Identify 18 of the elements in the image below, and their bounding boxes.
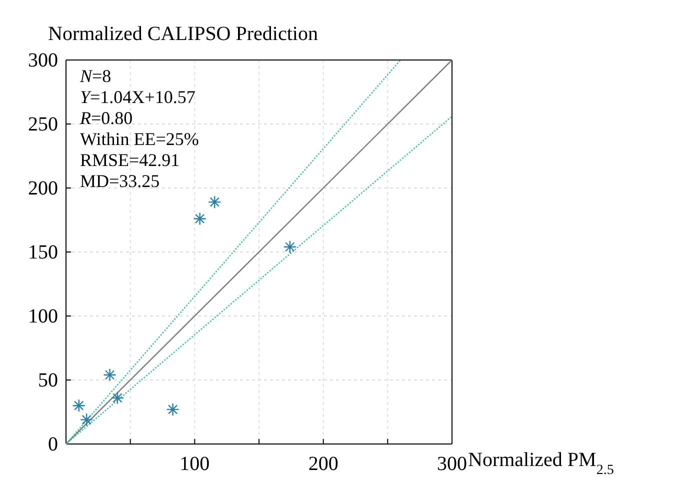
y-tick-label: 250	[28, 113, 58, 136]
annotation: N=8	[79, 66, 112, 86]
x-tick-label: 200	[308, 453, 338, 476]
y-axis-title: Normalized CALIPSO Prediction	[48, 23, 318, 45]
x-axis-title: Normalized PM$_{2.5}$	[468, 449, 614, 478]
y-tick-label: 150	[28, 241, 58, 264]
y-tick-label: 50	[38, 369, 58, 392]
annotation: Y=1.04X+10.57	[80, 87, 196, 107]
x-tick-label: 100	[180, 453, 210, 476]
y-tick-label: 200	[28, 177, 58, 200]
y-tick-label: 0	[48, 433, 58, 456]
y-tick-label: 100	[28, 305, 58, 328]
annotation: MD=33.25	[80, 171, 160, 191]
annotation: R=0.80	[79, 108, 133, 128]
y-tick-label: 300	[28, 49, 58, 72]
annotation: Within EE=25%	[80, 129, 199, 149]
annotation: RMSE=42.91	[80, 150, 180, 170]
x-tick-label: 300	[437, 453, 467, 476]
